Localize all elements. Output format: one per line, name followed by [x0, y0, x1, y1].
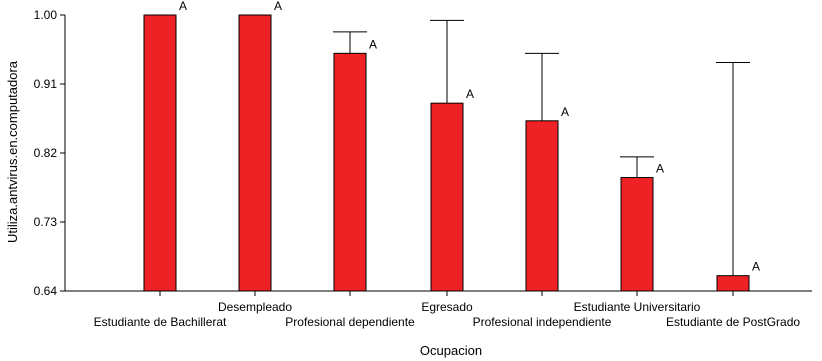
x-tick-label: Estudiante de PostGrado [666, 315, 800, 329]
significance-letter: A [561, 105, 569, 119]
x-tick-label: Profesional independiente [473, 315, 612, 329]
y-tick-label: 0.91 [34, 77, 58, 91]
x-tick-label: Profesional dependiente [285, 315, 415, 329]
significance-letter: A [466, 87, 474, 101]
y-tick-label: 1.00 [34, 8, 58, 22]
bar [620, 177, 654, 292]
x-tick-label: Egresado [421, 300, 473, 314]
x-tick-label: Desempleado [218, 300, 292, 314]
bar [716, 275, 750, 292]
bars [143, 14, 750, 292]
x-axis-label: Ocupacion [420, 343, 482, 358]
significance-letter: A [752, 260, 760, 274]
x-tick-label: Estudiante Universitario [574, 300, 701, 314]
bar [430, 102, 464, 292]
x-tick-label: Estudiante de Bachillerat [94, 315, 227, 329]
y-axis-label: Utiliza.antvirus.en.computadora [5, 60, 20, 243]
bar [525, 120, 559, 292]
significance-letter: A [179, 0, 187, 13]
y-axis-ticks: 0.64 0.73 0.82 0.91 1.00 [34, 8, 65, 298]
significance-letter: A [369, 37, 377, 51]
bar [333, 52, 367, 292]
y-tick-label: 0.73 [34, 215, 58, 229]
y-tick-label: 0.64 [34, 284, 58, 298]
y-tick-label: 0.82 [34, 146, 58, 160]
significance-letter: A [656, 162, 664, 176]
bar [238, 14, 272, 292]
significance-letters: A A A A A A A [179, 0, 760, 274]
error-bars [333, 19, 750, 276]
bar [143, 14, 177, 292]
x-axis-tick-labels: Estudiante de BachilleratDesempleadoProf… [94, 291, 800, 329]
significance-letter: A [274, 0, 282, 13]
